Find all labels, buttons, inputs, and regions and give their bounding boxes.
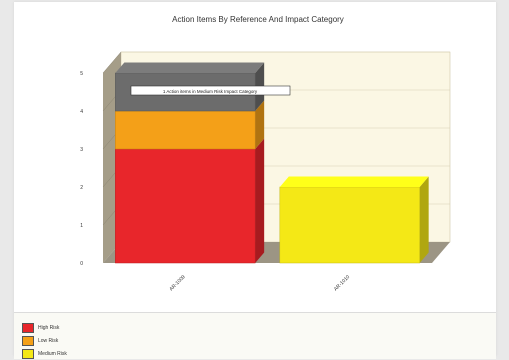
chart-canvas: Action Items By Reference And Impact Cat…: [80, 15, 451, 292]
legend-item-medium-risk[interactable]: Medium Risk: [22, 349, 67, 359]
tooltip: 1 Action items in Medium Risk Impact Cat…: [130, 85, 291, 96]
legend-label: High Risk: [38, 325, 60, 331]
legend-label: Low Risk: [38, 338, 59, 344]
legend: High Risk Low Risk Medium Risk: [14, 312, 496, 359]
bar-segment: [279, 186, 420, 264]
chart-title: Action Items By Reference And Impact Cat…: [172, 15, 344, 24]
x-tick-label: AR-1009: [168, 274, 186, 292]
bar-side: [255, 138, 265, 263]
bar-segment: [115, 110, 256, 150]
gridline-side: [102, 51, 122, 74]
bar-top: [279, 176, 429, 187]
y-tick-label: 4: [80, 109, 83, 115]
y-tick-label: 5: [80, 71, 83, 77]
legend-item-low-risk[interactable]: Low Risk: [22, 336, 58, 346]
legend-swatch: [22, 323, 34, 333]
y-tick-label: 0: [80, 261, 83, 267]
legend-swatch: [22, 336, 34, 346]
legend-label: Medium Risk: [38, 351, 67, 357]
bar-side: [419, 176, 429, 263]
tooltip-box: [130, 85, 291, 96]
y-tick-label: 3: [80, 147, 83, 153]
bar-side: [255, 100, 265, 149]
tooltip-text: 1 Action items in Medium Risk Impact Cat…: [163, 89, 258, 94]
bar-top: [115, 62, 265, 73]
x-tick-label: AR-1010: [333, 274, 351, 292]
y-tick-label: 2: [80, 185, 83, 191]
legend-swatch: [22, 349, 34, 359]
legend-item-high-risk[interactable]: High Risk: [22, 323, 59, 333]
y-tick-label: 1: [80, 223, 83, 229]
bar-segment: [115, 148, 256, 264]
